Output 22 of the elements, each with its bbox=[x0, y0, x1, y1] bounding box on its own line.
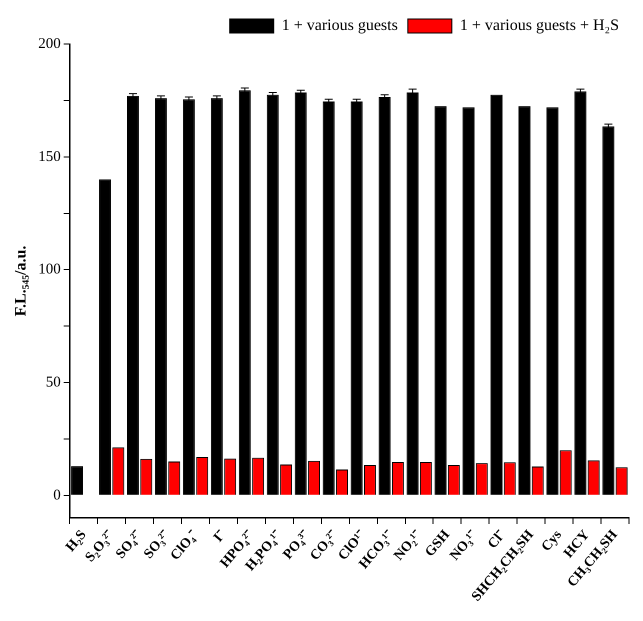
bar bbox=[490, 94, 502, 495]
y-tick-label: 0 bbox=[53, 487, 61, 504]
bar bbox=[99, 179, 111, 495]
legend-label: 1 + various guests bbox=[282, 17, 398, 34]
bar bbox=[154, 98, 167, 495]
y-tick-label: 100 bbox=[38, 262, 61, 278]
legend-label: 1 + various guests + H₂S bbox=[460, 17, 620, 34]
bar bbox=[238, 90, 251, 495]
y-tick-label: 150 bbox=[38, 148, 61, 165]
y-axis-title: F.L.₅₄₅/a.u. bbox=[12, 246, 30, 316]
bar bbox=[602, 126, 614, 495]
bar bbox=[546, 107, 558, 495]
y-tick-label: 200 bbox=[38, 36, 61, 52]
bar bbox=[126, 96, 139, 495]
bar bbox=[518, 106, 530, 495]
bar bbox=[322, 102, 335, 495]
bar bbox=[266, 94, 279, 495]
y-tick-label: 50 bbox=[46, 374, 61, 390]
bar bbox=[182, 99, 195, 495]
bar bbox=[210, 98, 223, 495]
bar bbox=[574, 91, 586, 495]
bar bbox=[294, 92, 307, 495]
